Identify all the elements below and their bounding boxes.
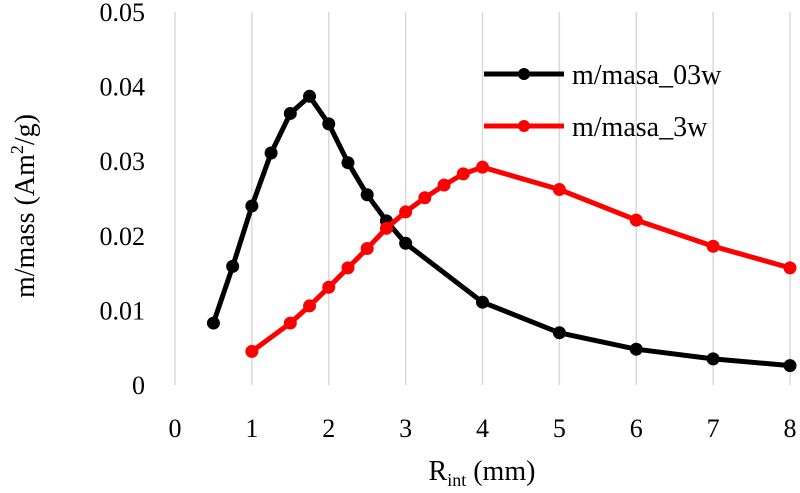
data-point (399, 236, 413, 250)
data-point (206, 316, 220, 330)
y-axis-label: m/mass (Am2/g) (7, 114, 41, 298)
legend: m/masa_03w m/masa_3w (484, 60, 722, 143)
data-point (226, 259, 240, 273)
series-line-1 (250, 164, 791, 354)
x-tick-label: 3 (399, 414, 412, 443)
data-point (706, 352, 720, 366)
data-point (283, 316, 297, 330)
data-point (303, 89, 317, 103)
data-point (399, 205, 413, 219)
x-tick-label: 5 (553, 414, 566, 443)
data-point (706, 239, 720, 253)
legend-label-series-1: m/masa_3w (572, 112, 708, 143)
legend-label-series-0: m/masa_03w (572, 60, 722, 91)
data-point (322, 280, 336, 294)
data-point (629, 213, 643, 227)
data-point (283, 106, 297, 120)
data-point (379, 221, 393, 235)
y-tick-labels: 0 0.01 0.02 0.03 0.04 0.05 (100, 0, 146, 400)
data-point (418, 191, 432, 205)
data-point (476, 160, 489, 174)
data-point (456, 167, 470, 181)
legend-item-series-1: m/masa_3w (484, 112, 708, 143)
legend-marker-series-1 (518, 120, 530, 132)
data-point (341, 261, 355, 275)
y-tick-label: 0.05 (100, 0, 146, 27)
data-point (245, 199, 259, 213)
x-axis-label: Rint (mm) (429, 456, 536, 490)
series-line-0 (211, 93, 791, 369)
y-tick-label: 0 (132, 371, 145, 400)
y-tick-label: 0.01 (100, 296, 146, 325)
series-0 (206, 89, 797, 373)
x-tick-label: 7 (707, 414, 720, 443)
data-point (360, 188, 374, 202)
data-point (322, 117, 336, 131)
y-tick-label: 0.04 (100, 73, 146, 102)
data-point (476, 295, 489, 309)
data-point (264, 146, 278, 160)
data-point (437, 178, 451, 192)
series-1 (245, 160, 797, 358)
legend-item-series-0: m/masa_03w (484, 60, 722, 91)
data-point (552, 183, 566, 197)
data-point (360, 241, 374, 255)
x-tick-label: 2 (322, 414, 335, 443)
x-tick-label: 1 (245, 414, 258, 443)
data-point (245, 344, 259, 358)
data-series (206, 89, 797, 373)
data-point (629, 342, 643, 356)
y-tick-label: 0.02 (100, 222, 146, 251)
legend-marker-series-0 (518, 68, 530, 80)
y-tick-label: 0.03 (100, 147, 146, 176)
data-point (783, 261, 797, 275)
data-point (552, 326, 566, 340)
data-point (783, 359, 797, 373)
x-tick-labels: 0 1 2 3 4 5 6 7 8 (169, 414, 797, 443)
x-tick-label: 4 (476, 414, 489, 443)
x-tick-label: 0 (169, 414, 182, 443)
data-point (341, 156, 355, 170)
x-tick-label: 8 (784, 414, 797, 443)
data-point (303, 299, 317, 313)
x-tick-label: 6 (630, 414, 643, 443)
